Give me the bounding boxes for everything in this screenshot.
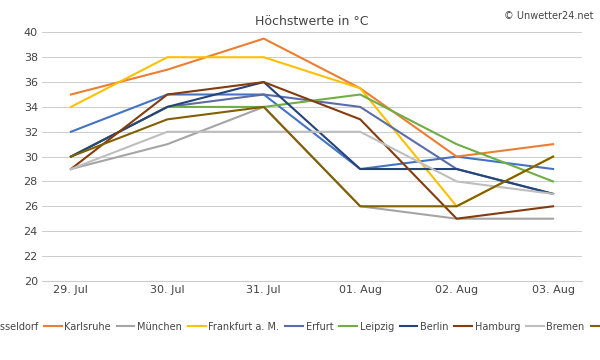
Berlin (260, 80, 268, 84)
München (356, 204, 364, 208)
Bremen (164, 130, 171, 134)
Erfurt (550, 192, 557, 196)
Karlsruhe (164, 67, 171, 72)
Berlin (164, 105, 171, 109)
Erfurt (356, 105, 364, 109)
Frankfurt a. M. (453, 204, 460, 208)
Line: Karlsruhe: Karlsruhe (71, 39, 553, 157)
München (260, 105, 268, 109)
Line: München: München (71, 107, 553, 219)
Leipzig (550, 179, 557, 184)
Line: Düsseldorf: Düsseldorf (71, 94, 553, 169)
Frankfurt a. M. (164, 55, 171, 59)
Karlsruhe (550, 142, 557, 146)
Line: Berlin: Berlin (71, 82, 553, 194)
Bremen (260, 130, 268, 134)
Hamburg (67, 167, 74, 171)
Erfurt (67, 154, 74, 159)
Berlin (550, 192, 557, 196)
Karlsruhe (453, 154, 460, 159)
Düsseldorf (453, 154, 460, 159)
München (453, 216, 460, 221)
Leipzig (260, 105, 268, 109)
Berlin (453, 167, 460, 171)
Düsseldorf (356, 167, 364, 171)
Düsseldorf (550, 167, 557, 171)
Line: Leipzig: Leipzig (71, 94, 553, 181)
Leipzig (453, 142, 460, 146)
Berlin (67, 154, 74, 159)
Hannover (453, 204, 460, 208)
Bremen (550, 192, 557, 196)
Text: © Unwetter24.net: © Unwetter24.net (505, 11, 594, 21)
Hannover (164, 117, 171, 121)
Line: Hannover: Hannover (71, 107, 553, 206)
Line: Frankfurt a. M.: Frankfurt a. M. (71, 57, 553, 206)
München (164, 142, 171, 146)
Bremen (67, 167, 74, 171)
Erfurt (260, 92, 268, 96)
Karlsruhe (67, 92, 74, 96)
Frankfurt a. M. (550, 154, 557, 159)
Line: Bremen: Bremen (71, 132, 553, 194)
Düsseldorf (164, 92, 171, 96)
Leipzig (67, 154, 74, 159)
München (550, 216, 557, 221)
Bremen (356, 130, 364, 134)
Frankfurt a. M. (260, 55, 268, 59)
Title: Höchstwerte in °C: Höchstwerte in °C (255, 15, 369, 28)
Hamburg (550, 204, 557, 208)
Hannover (67, 154, 74, 159)
Düsseldorf (67, 130, 74, 134)
Berlin (356, 167, 364, 171)
Line: Hamburg: Hamburg (71, 82, 553, 219)
Karlsruhe (260, 36, 268, 41)
Karlsruhe (356, 86, 364, 90)
München (67, 167, 74, 171)
Leipzig (164, 105, 171, 109)
Hamburg (453, 216, 460, 221)
Hamburg (260, 80, 268, 84)
Hannover (356, 204, 364, 208)
Frankfurt a. M. (356, 86, 364, 90)
Bremen (453, 179, 460, 184)
Hannover (550, 154, 557, 159)
Legend: Düsseldorf, Karlsruhe, München, Frankfurt a. M., Erfurt, Leipzig, Berlin, Hambur: Düsseldorf, Karlsruhe, München, Frankfur… (0, 318, 600, 336)
Hamburg (356, 117, 364, 121)
Erfurt (164, 105, 171, 109)
Hannover (260, 105, 268, 109)
Hamburg (164, 92, 171, 96)
Frankfurt a. M. (67, 105, 74, 109)
Düsseldorf (260, 92, 268, 96)
Leipzig (356, 92, 364, 96)
Erfurt (453, 167, 460, 171)
Line: Erfurt: Erfurt (71, 94, 553, 194)
